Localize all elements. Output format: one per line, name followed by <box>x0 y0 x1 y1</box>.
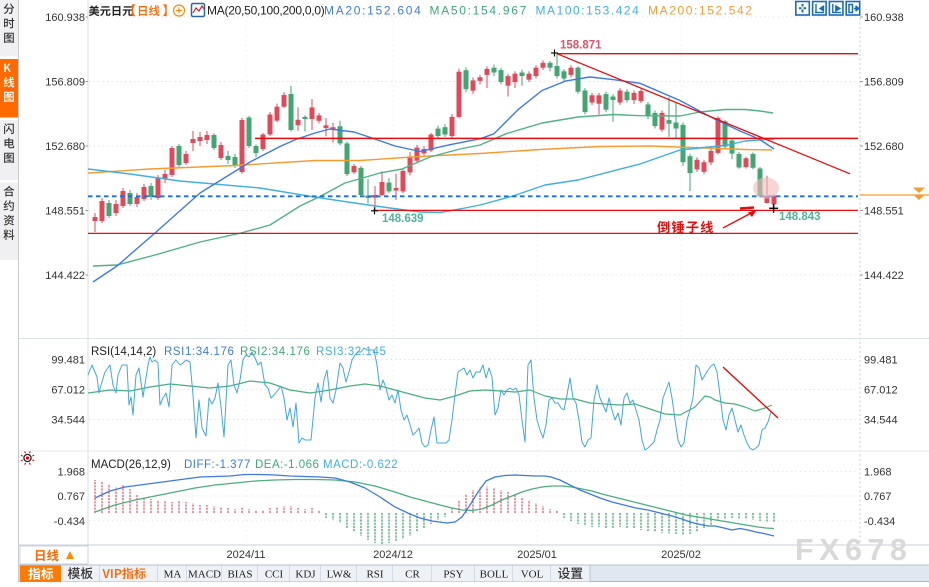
svg-text:FX678: FX678 <box>795 533 912 567</box>
svg-text:158.871: 158.871 <box>560 40 602 52</box>
svg-text:156.809: 156.809 <box>864 77 904 89</box>
svg-text:2024/12: 2024/12 <box>373 549 413 561</box>
svg-text:RSI2:34.176: RSI2:34.176 <box>240 346 311 358</box>
svg-text:RSI(14,14,2): RSI(14,14,2) <box>91 346 156 358</box>
svg-text:148.551: 148.551 <box>864 206 904 218</box>
svg-text:99.481: 99.481 <box>51 355 85 367</box>
svg-text:0.767: 0.767 <box>57 491 85 503</box>
svg-text:99.481: 99.481 <box>864 355 898 367</box>
svg-text:RSI: RSI <box>366 569 383 581</box>
svg-text:148.639: 148.639 <box>382 213 424 225</box>
svg-text:MA50:154.967: MA50:154.967 <box>430 4 528 18</box>
svg-text:CR: CR <box>405 569 420 581</box>
svg-text:DIFF:-1.377: DIFF:-1.377 <box>184 459 251 471</box>
svg-text:-0.434: -0.434 <box>54 516 85 528</box>
svg-text:RSI3:32.145: RSI3:32.145 <box>316 346 387 358</box>
svg-text:BIAS: BIAS <box>227 569 252 581</box>
svg-text:MACD:-0.622: MACD:-0.622 <box>323 459 398 471</box>
svg-text:CCI: CCI <box>265 569 284 581</box>
svg-text:MA100:153.424: MA100:153.424 <box>536 4 641 18</box>
svg-text:BOLL: BOLL <box>480 569 509 581</box>
svg-text:67.012: 67.012 <box>864 385 898 397</box>
svg-text:152.680: 152.680 <box>45 141 85 153</box>
svg-text:148.843: 148.843 <box>779 211 821 223</box>
svg-text:34.544: 34.544 <box>51 415 85 427</box>
svg-text:160.938: 160.938 <box>864 12 904 24</box>
svg-text:152.680: 152.680 <box>864 141 904 153</box>
svg-text:RSI1:34.176: RSI1:34.176 <box>164 346 235 358</box>
svg-text:160.938: 160.938 <box>45 12 85 24</box>
svg-text:156.809: 156.809 <box>45 77 85 89</box>
svg-text:PSY: PSY <box>443 569 463 581</box>
svg-text:148.551: 148.551 <box>45 206 85 218</box>
svg-text:2025/01: 2025/01 <box>517 549 557 561</box>
svg-text:LW&: LW& <box>327 569 352 581</box>
svg-text:MA: MA <box>164 569 182 581</box>
svg-text:67.012: 67.012 <box>51 385 85 397</box>
svg-text:0.767: 0.767 <box>864 491 892 503</box>
svg-text:-0.434: -0.434 <box>864 516 895 528</box>
svg-text:144.422: 144.422 <box>45 270 85 282</box>
svg-text:MACD: MACD <box>188 569 221 581</box>
svg-text:MACD(26,12,9): MACD(26,12,9) <box>91 459 171 471</box>
svg-text:VOL: VOL <box>521 569 544 581</box>
svg-text:2024/11: 2024/11 <box>227 549 266 561</box>
svg-text:144.422: 144.422 <box>864 270 904 282</box>
svg-text:1.968: 1.968 <box>57 467 85 479</box>
svg-text:1.968: 1.968 <box>864 467 892 479</box>
svg-text:KDJ: KDJ <box>295 569 316 581</box>
svg-text:MA20:152.604: MA20:152.604 <box>324 4 422 18</box>
svg-text:2025/02: 2025/02 <box>661 549 701 561</box>
svg-text:34.544: 34.544 <box>864 415 898 427</box>
svg-text:DEA:-1.066: DEA:-1.066 <box>255 459 319 471</box>
svg-text:MA(20,50,100,200,0,0): MA(20,50,100,200,0,0) <box>207 4 325 18</box>
svg-text:MA200:152.542: MA200:152.542 <box>648 4 754 18</box>
